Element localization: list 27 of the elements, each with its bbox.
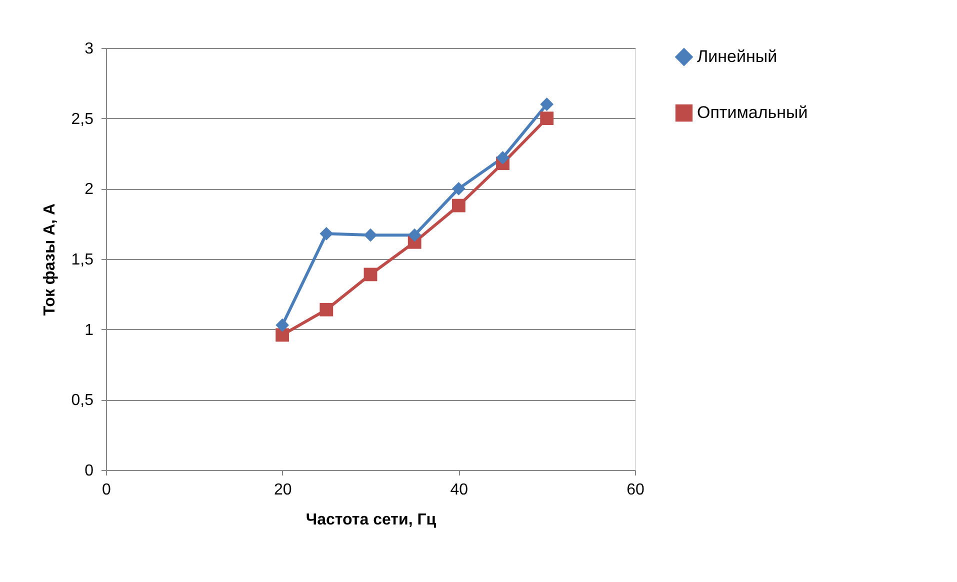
legend-label: Оптимальный — [697, 103, 808, 122]
point — [320, 302, 334, 316]
point — [364, 268, 378, 282]
x-axis-title: Частота сети, Гц — [306, 512, 436, 528]
point — [408, 228, 422, 242]
point — [276, 328, 290, 342]
point — [364, 228, 378, 242]
y-tick-label: 0,5 — [71, 392, 94, 410]
point — [452, 182, 466, 196]
legend-label: Линейный — [697, 47, 778, 66]
y-tick-label: 2 — [84, 181, 94, 198]
y-tick-label: 2,5 — [71, 110, 94, 128]
point — [276, 318, 290, 332]
point — [540, 98, 554, 111]
y-tick-label: 3 — [84, 40, 94, 58]
x-tick-label: 40 — [450, 482, 468, 498]
point — [496, 151, 510, 164]
y-tick-label: 1 — [84, 322, 94, 339]
x-tick-label: 20 — [274, 482, 292, 498]
x-tick-label: 0 — [102, 482, 112, 498]
point — [452, 198, 466, 212]
x-tick-label: 60 — [626, 482, 644, 498]
y-tick-label: 0 — [84, 462, 94, 480]
y-axis-title: Ток фазы А, А — [41, 202, 58, 316]
point — [540, 112, 554, 126]
y-tick-label: 1,5 — [71, 252, 94, 268]
point — [320, 226, 334, 240]
